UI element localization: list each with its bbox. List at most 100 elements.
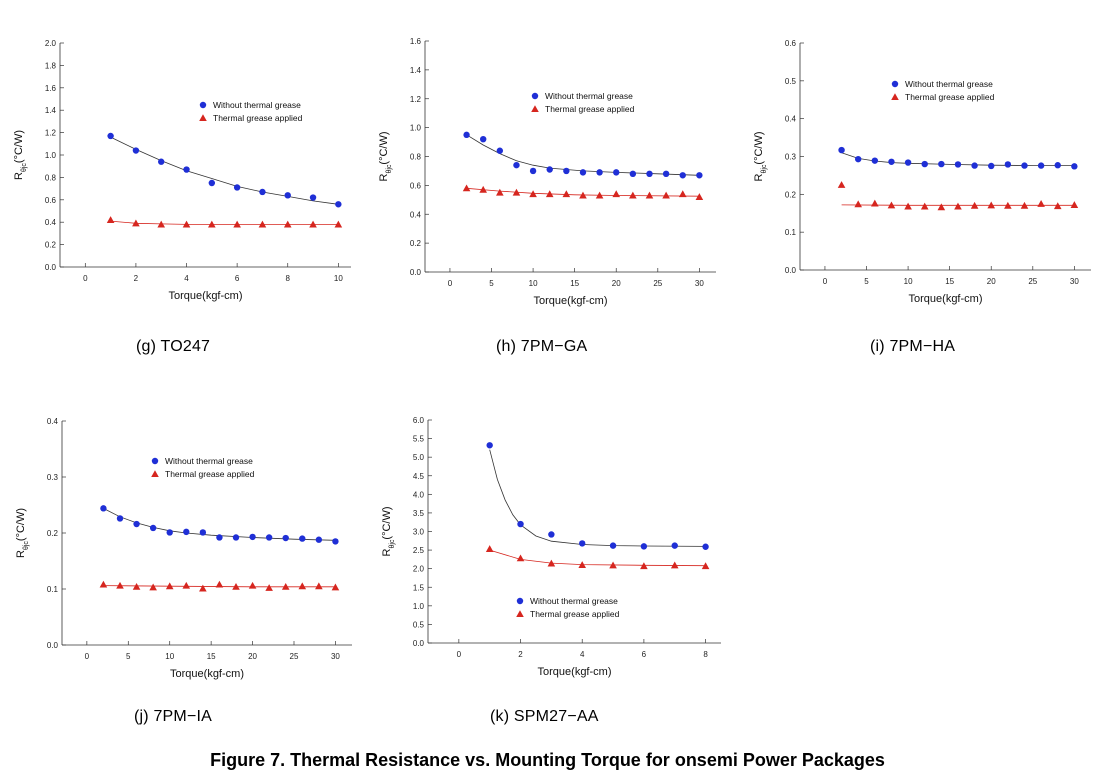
x-tick-label: 0	[83, 274, 88, 283]
data-point-circle	[1055, 162, 1061, 168]
data-point-circle	[249, 534, 255, 540]
x-tick-label: 8	[286, 274, 291, 283]
legend-label: Thermal grease applied	[545, 104, 635, 114]
x-axis-label: Torque(kgf-cm)	[538, 666, 612, 678]
x-axis-label: Torque(kgf-cm)	[170, 668, 244, 680]
data-point-circle	[855, 156, 861, 162]
y-tick-label: 0.2	[410, 239, 422, 248]
data-point-circle	[872, 157, 878, 163]
data-point-circle	[234, 184, 240, 190]
data-point-triangle	[871, 200, 879, 207]
figure-title: Figure 7. Thermal Resistance vs. Mountin…	[0, 750, 1095, 771]
y-tick-label: 0.5	[785, 77, 797, 86]
data-point-triangle	[921, 203, 929, 210]
y-tick-label: 0.1	[785, 228, 797, 237]
data-point-circle	[463, 132, 469, 138]
x-tick-label: 0	[448, 279, 453, 288]
x-tick-label: 10	[334, 274, 343, 283]
data-point-triangle	[116, 582, 124, 589]
caption-h: (h) 7PM−GA	[496, 338, 587, 356]
caption-i: (i) 7PM−HA	[870, 338, 955, 356]
x-axis-label: Torque(kgf-cm)	[534, 295, 608, 307]
y-tick-label: 1.4	[45, 106, 57, 115]
data-point-circle	[332, 538, 338, 544]
data-point-circle	[530, 168, 536, 174]
y-tick-label: 0.0	[413, 639, 425, 648]
data-point-circle	[486, 442, 492, 448]
x-tick-label: 10	[904, 277, 913, 286]
y-tick-label: 0.8	[45, 173, 57, 182]
data-point-circle	[310, 194, 316, 200]
data-point-circle	[513, 162, 519, 168]
y-axis-label: Rθjc(°C/W)	[381, 506, 396, 556]
data-point-triangle	[265, 584, 273, 591]
data-point-triangle	[107, 216, 115, 223]
data-point-triangle	[100, 581, 108, 588]
y-tick-label: 0.6	[45, 196, 57, 205]
data-point-triangle	[182, 582, 190, 589]
y-tick-label: 0.4	[785, 115, 797, 124]
y-tick-label: 0.5	[413, 620, 425, 629]
legend-label: Without thermal grease	[213, 100, 301, 110]
series-grease-applied	[463, 184, 703, 200]
legend-label: Without thermal grease	[905, 79, 993, 89]
data-point-circle	[696, 172, 702, 178]
y-tick-label: 0.6	[785, 39, 797, 48]
data-point-circle	[938, 161, 944, 167]
y-tick-label: 0.0	[45, 263, 57, 272]
x-tick-label: 10	[529, 279, 538, 288]
data-point-triangle	[249, 582, 257, 589]
caption-g: (g) TO247	[136, 338, 210, 356]
y-tick-label: 0.0	[47, 641, 59, 650]
chart-k: 0.00.51.01.52.02.53.03.54.04.55.05.56.00…	[381, 416, 721, 678]
data-point-circle	[663, 171, 669, 177]
data-point-triangle	[133, 583, 141, 590]
data-point-circle	[216, 534, 222, 540]
data-point-circle	[702, 544, 708, 550]
legend-marker-triangle	[151, 470, 159, 477]
data-point-circle	[971, 162, 977, 168]
data-point-circle	[672, 542, 678, 548]
series-without-grease	[107, 133, 341, 208]
data-point-circle	[150, 525, 156, 531]
data-point-circle	[299, 535, 305, 541]
data-point-circle	[200, 529, 206, 535]
data-point-triangle	[938, 203, 946, 210]
data-point-circle	[905, 159, 911, 165]
y-tick-label: 0.0	[410, 268, 422, 277]
x-tick-label: 5	[864, 277, 869, 286]
data-point-circle	[1038, 162, 1044, 168]
x-axis-label: Torque(kgf-cm)	[169, 290, 243, 302]
series-grease-applied	[107, 216, 342, 227]
data-point-circle	[922, 161, 928, 167]
y-tick-label: 0.4	[410, 210, 422, 219]
data-point-circle	[497, 148, 503, 154]
data-point-triangle	[838, 181, 846, 188]
y-tick-label: 1.0	[410, 124, 422, 133]
series-without-grease	[100, 505, 338, 544]
series-without-grease	[463, 132, 702, 179]
y-tick-label: 1.4	[410, 66, 422, 75]
series-without-grease	[838, 147, 1077, 170]
x-tick-label: 20	[612, 279, 621, 288]
data-point-circle	[579, 540, 585, 546]
y-tick-label: 0.2	[45, 241, 57, 250]
legend-marker-circle	[892, 81, 898, 87]
y-tick-label: 5.5	[413, 435, 425, 444]
data-point-circle	[480, 136, 486, 142]
y-tick-label: 2.0	[413, 565, 425, 574]
data-point-circle	[563, 168, 569, 174]
data-point-circle	[838, 147, 844, 153]
y-axis-label: Rθjc(°C/W)	[378, 131, 393, 181]
x-tick-label: 0	[457, 650, 462, 659]
data-point-circle	[158, 159, 164, 165]
y-tick-label: 3.0	[413, 528, 425, 537]
x-tick-label: 5	[489, 279, 494, 288]
